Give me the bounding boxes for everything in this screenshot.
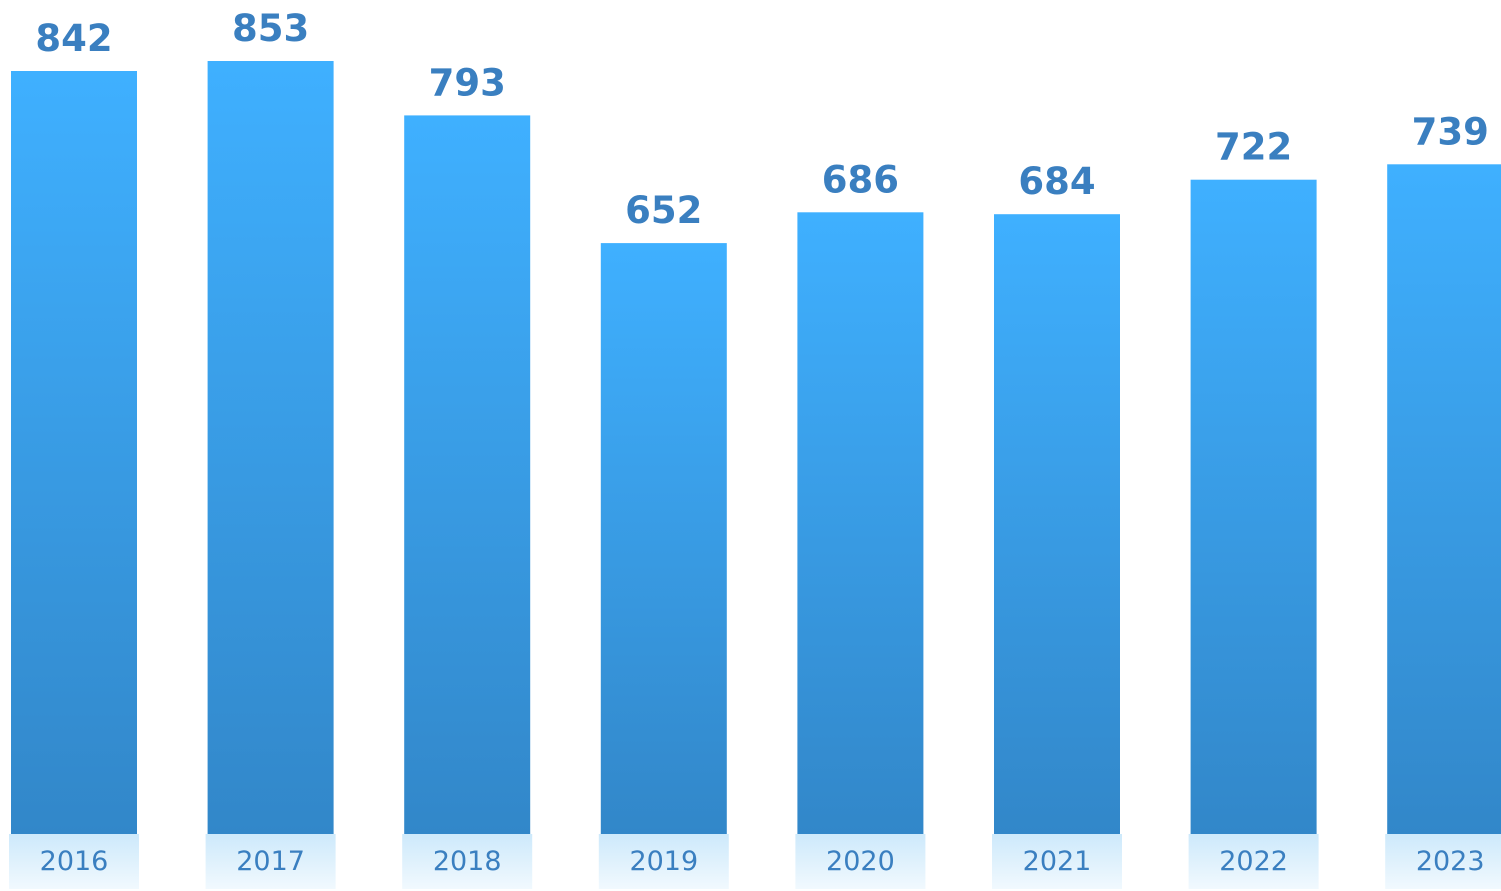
tick-label-background-2020 (795, 834, 926, 889)
x-tick-label-2020: 2020 (826, 846, 895, 877)
value-label-2018: 793 (429, 61, 506, 104)
x-tick-label-2019: 2019 (629, 846, 698, 877)
tick-label-background-2018 (402, 834, 533, 889)
tick-label-background-2017 (205, 834, 336, 889)
bar-2023 (1387, 164, 1501, 835)
x-tick-label-2016: 2016 (40, 846, 109, 877)
value-label-2016: 842 (35, 17, 112, 60)
bar-2021 (994, 214, 1120, 834)
value-label-2019: 652 (625, 189, 702, 232)
x-tick-label-2022: 2022 (1219, 846, 1288, 877)
value-label-2023: 739 (1412, 110, 1489, 153)
tick-label-background-2016 (9, 834, 139, 889)
tick-label-background-2019 (598, 834, 729, 889)
value-label-2022: 722 (1215, 126, 1292, 169)
bar-2017 (207, 61, 334, 834)
bar-2016 (11, 71, 137, 834)
x-tick-label-2018: 2018 (433, 846, 502, 877)
value-label-2017: 853 (232, 7, 309, 50)
bar-2022 (1190, 179, 1317, 834)
bar-2020 (797, 212, 924, 835)
tick-label-background-2022 (1188, 834, 1319, 889)
x-tick-label-2021: 2021 (1023, 846, 1092, 877)
value-labels: 842 853 793 652 686 684 722 739 (35, 7, 1488, 232)
bars-layer (11, 61, 1501, 835)
x-tick-label-2017: 2017 (236, 846, 305, 877)
x-tick-label-2023: 2023 (1416, 846, 1485, 877)
bar-2018 (404, 115, 531, 834)
x-axis-tick-labels: 2016 2017 2018 2019 2020 2021 2022 2023 (9, 834, 1501, 889)
bar-2019 (600, 243, 727, 835)
value-label-2020: 686 (822, 158, 899, 201)
value-label-2021: 684 (1018, 160, 1095, 203)
tick-label-background-2023 (1385, 834, 1501, 889)
tick-label-background-2021 (992, 834, 1122, 889)
